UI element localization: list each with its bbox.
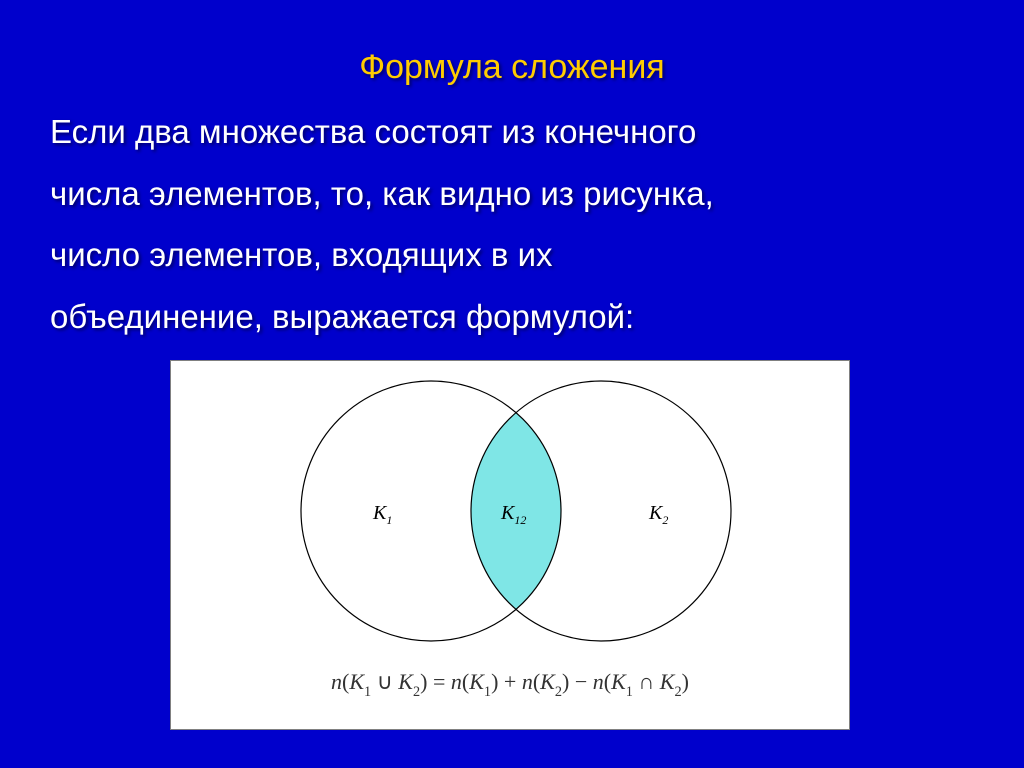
body-line: объединение, выражается формулой: xyxy=(50,292,974,342)
figure-box: K1 K12 K2 n(K1 ∪ K2) = n(K1) + n(K2) − n… xyxy=(170,360,850,730)
formula: n(K1 ∪ K2) = n(K1) + n(K2) − n(K1 ∩ K2) xyxy=(171,669,849,699)
slide-title: Формула сложения xyxy=(0,0,1024,87)
slide: Формула сложения Если два множества сост… xyxy=(0,0,1024,768)
body-line: Если два множества состоят из конечного xyxy=(50,107,974,157)
formula-text: n(K1 ∪ K2) = n(K1) + n(K2) − n(K1 ∩ K2) xyxy=(331,669,689,694)
body-line: число элементов, входящих в их xyxy=(50,230,974,280)
body-line: числа элементов, то, как видно из рисунк… xyxy=(50,169,974,219)
venn-diagram: K1 K12 K2 xyxy=(171,361,851,651)
slide-body: Если два множества состоят из конечного … xyxy=(50,107,974,341)
